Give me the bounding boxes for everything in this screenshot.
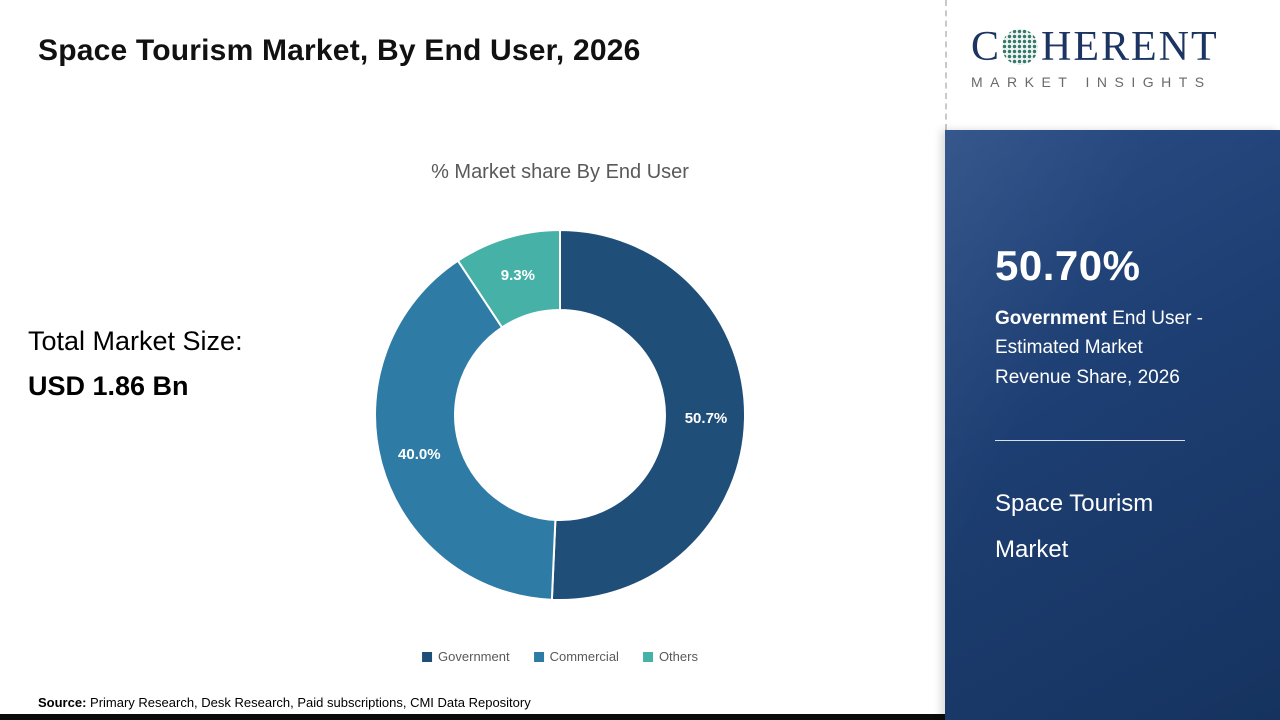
- slice-label-government: 50.7%: [685, 410, 728, 427]
- source-label: Source:: [38, 695, 87, 710]
- legend-label-others: Others: [658, 649, 698, 664]
- total-market-size-label: Total Market Size:: [28, 326, 243, 356]
- panel-divider: [995, 440, 1185, 442]
- legend-item-others: Others: [642, 649, 698, 664]
- stat-value: 50.70%: [995, 242, 1141, 289]
- donut-chart: 50.7% 40.0% 9.3%: [374, 228, 746, 601]
- bottom-bar: [0, 714, 945, 720]
- main-area: Space Tourism Market, By End User, 2026 …: [0, 34, 945, 720]
- source-row: Source: Primary Research, Desk Research,…: [38, 695, 531, 710]
- stat-description: Government End User - Estimated Market R…: [995, 304, 1215, 392]
- legend-label-commercial: Commercial: [549, 649, 619, 664]
- slice-label-commercial: 40.0%: [398, 446, 441, 463]
- donut-slice-others: [456, 228, 561, 329]
- chart-subtitle: % Market share By End User: [431, 161, 689, 183]
- side-panel: 50.70% Government End User - Estimated M…: [945, 130, 1280, 720]
- logo-letters-rest: HERENT: [1041, 24, 1219, 70]
- legend-swatch-commercial: [533, 651, 544, 662]
- page-title: Space Tourism Market, By End User, 2026: [38, 34, 641, 67]
- legend-item-government: Government: [422, 649, 510, 664]
- logo-letter-c: C: [971, 24, 1002, 70]
- globe-icon: [1002, 29, 1039, 65]
- stat-description-rest: End User - Estimated Market Revenue Shar…: [995, 308, 1204, 388]
- logo-tagline: MARKET INSIGHTS: [971, 74, 1212, 90]
- slice-label-others: 9.3%: [501, 267, 535, 284]
- donut-slice-commercial: [374, 259, 557, 601]
- legend-swatch-government: [422, 651, 433, 662]
- stat-description-highlight: Government: [995, 308, 1107, 329]
- legend-item-commercial: Commercial: [533, 649, 619, 664]
- donut-slice-government: [550, 228, 746, 601]
- product-name: Space Tourism Market: [995, 490, 1154, 563]
- legend-label-government: Government: [438, 649, 510, 664]
- brand-logo: C HERENT: [971, 26, 1260, 68]
- legend-swatch-others: [642, 651, 653, 662]
- total-market-size: Total Market Size: USD 1.86 Bn: [28, 326, 243, 402]
- source-text: Primary Research, Desk Research, Paid su…: [86, 695, 531, 710]
- total-market-size-value: USD 1.86 Bn: [28, 371, 189, 401]
- chart-legend: Government Commercial Others: [422, 649, 698, 664]
- logo-area: C HERENT MARKET INSIGHTS: [945, 0, 1280, 130]
